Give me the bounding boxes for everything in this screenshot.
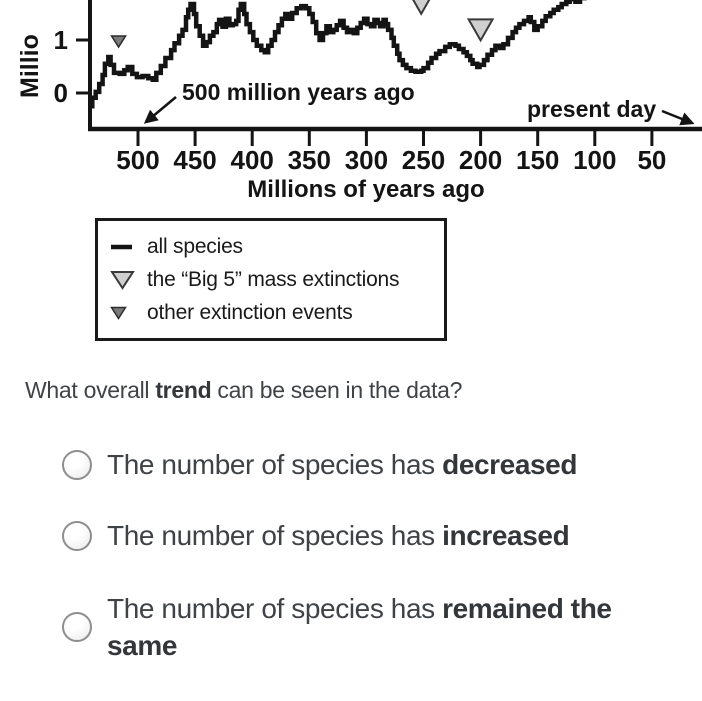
x-tick-label: 400	[231, 145, 274, 175]
x-tick-label: 350	[288, 145, 331, 175]
question-suffix: can be seen in the data?	[211, 377, 463, 403]
option-bold-word: decreased	[442, 449, 578, 480]
option-text: The number of species has	[107, 449, 443, 480]
chart-svg: 1 0 Millio 500 450 400 350 300 250 200 150 100 50…	[16, 0, 702, 203]
x-axis-ticks: 500 450 400 350 300 250 200 150 100 50	[116, 131, 666, 175]
legend-label: the “Big 5” mass extinctions	[147, 267, 400, 291]
option-label: The number of species has decreased	[107, 446, 577, 483]
radio-button-decreased[interactable]	[62, 449, 92, 480]
x-tick-label: 50	[637, 145, 666, 175]
annotation-500mya: 500 million years ago	[182, 79, 415, 105]
answer-options: The number of species has decreased The …	[0, 446, 702, 664]
y-tick-label-0: 0	[54, 78, 68, 108]
x-tick-label: 250	[402, 145, 445, 175]
option-bold-word: remained the same	[107, 593, 612, 661]
annotation-present-day-arrow	[661, 109, 695, 126]
x-tick-label: 150	[516, 145, 559, 175]
radio-button-increased[interactable]	[62, 520, 92, 551]
question-bold-word: trend	[155, 377, 212, 403]
other-extinction-marker	[110, 35, 127, 49]
big5-extinction-marker	[466, 18, 495, 43]
option-text: The number of species has	[107, 520, 443, 551]
big5-triangle-icon	[110, 270, 147, 290]
other-triangle-icon	[110, 306, 147, 320]
legend-item-other-extinctions: other extinction events	[110, 296, 436, 329]
option-remained-same[interactable]: The number of species has remained the s…	[62, 590, 672, 664]
species-trend-chart: 1 0 Millio 500 450 400 350 300 250 200 150 100 50…	[0, 0, 702, 205]
question-prefix: What overall	[25, 377, 156, 403]
option-text: The number of species has	[107, 593, 443, 624]
extinction-markers	[110, 0, 495, 49]
question-text: What overall trend can be seen in the da…	[25, 377, 702, 404]
option-increased[interactable]: The number of species has increased	[62, 517, 672, 554]
x-axis-label: Millions of years ago	[247, 176, 484, 203]
x-tick-label: 100	[573, 145, 616, 175]
legend-item-all-species: all species	[110, 230, 436, 263]
radio-button-remained-same[interactable]	[62, 612, 92, 642]
option-bold-word: increased	[442, 520, 570, 551]
annotation-500mya-arrow	[143, 96, 177, 124]
legend-label: all species	[147, 234, 243, 258]
option-decreased[interactable]: The number of species has decreased	[62, 446, 672, 483]
x-tick-label: 300	[345, 145, 388, 175]
species-curve	[88, 0, 587, 109]
chart-legend: all species the “Big 5” mass extinctions…	[95, 218, 447, 341]
legend-item-big5: the “Big 5” mass extinctions	[110, 263, 436, 296]
option-label: The number of species has increased	[107, 517, 570, 554]
option-label: The number of species has remained the s…	[107, 590, 672, 664]
y-tick-label-1: 1	[54, 25, 68, 55]
big5-extinction-marker	[412, 0, 431, 16]
annotation-present-day: present day	[527, 96, 656, 122]
y-axis-label: Millio	[16, 34, 44, 98]
x-tick-label: 200	[459, 145, 502, 175]
x-tick-label: 500	[116, 145, 159, 175]
x-tick-label: 450	[173, 145, 216, 175]
line-symbol-icon	[110, 243, 147, 251]
legend-label: other extinction events	[147, 300, 353, 324]
